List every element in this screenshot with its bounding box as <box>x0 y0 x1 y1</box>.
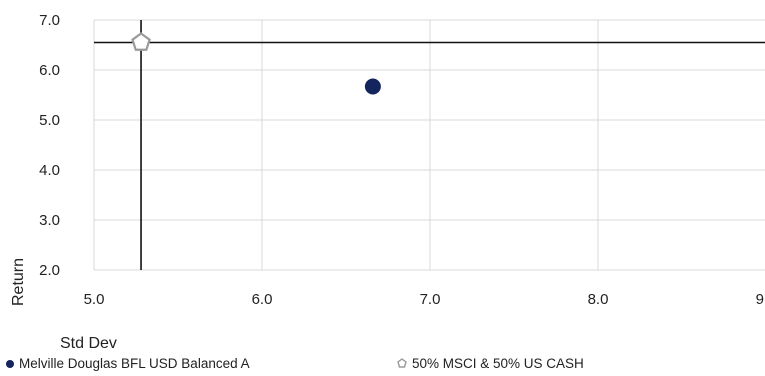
pentagon-icon <box>397 356 407 371</box>
y-tick-label: 6.0 <box>39 62 60 79</box>
x-axis-title: Std Dev <box>60 335 117 352</box>
x-tick-label: 8.0 <box>588 291 609 308</box>
y-tick-label: 2.0 <box>39 262 60 279</box>
y-tick-label: 4.0 <box>39 162 60 179</box>
x-tick-label: 6.0 <box>252 291 273 308</box>
legend-label-benchmark: 50% MSCI & 50% US CASH <box>412 356 584 371</box>
gridlines <box>93 19 765 271</box>
fund-data-point <box>364 78 381 95</box>
benchmark-crosshair <box>94 20 765 270</box>
y-tick-label: 5.0 <box>39 112 60 129</box>
benchmark-data-point <box>131 32 151 51</box>
fund-marker-icon <box>6 359 14 368</box>
x-tick-label: 5.0 <box>84 291 105 308</box>
y-tick-label: 3.0 <box>39 212 60 229</box>
y-axis-title: Return <box>10 258 27 306</box>
y-tick-label: 7.0 <box>39 12 60 29</box>
legend-label-fund: Melville Douglas BFL USD Balanced A <box>19 356 250 371</box>
x-tick-labels: 5.0 6.0 7.0 8.0 9.0 <box>84 291 765 308</box>
y-tick-labels: 2.0 3.0 4.0 5.0 6.0 7.0 <box>39 12 60 279</box>
legend-item-fund: Melville Douglas BFL USD Balanced A <box>6 356 250 371</box>
x-tick-label: 7.0 <box>420 291 441 308</box>
x-tick-label: 9.0 <box>756 291 765 308</box>
data-points <box>131 32 381 95</box>
legend-item-benchmark: 50% MSCI & 50% US CASH <box>397 356 584 371</box>
